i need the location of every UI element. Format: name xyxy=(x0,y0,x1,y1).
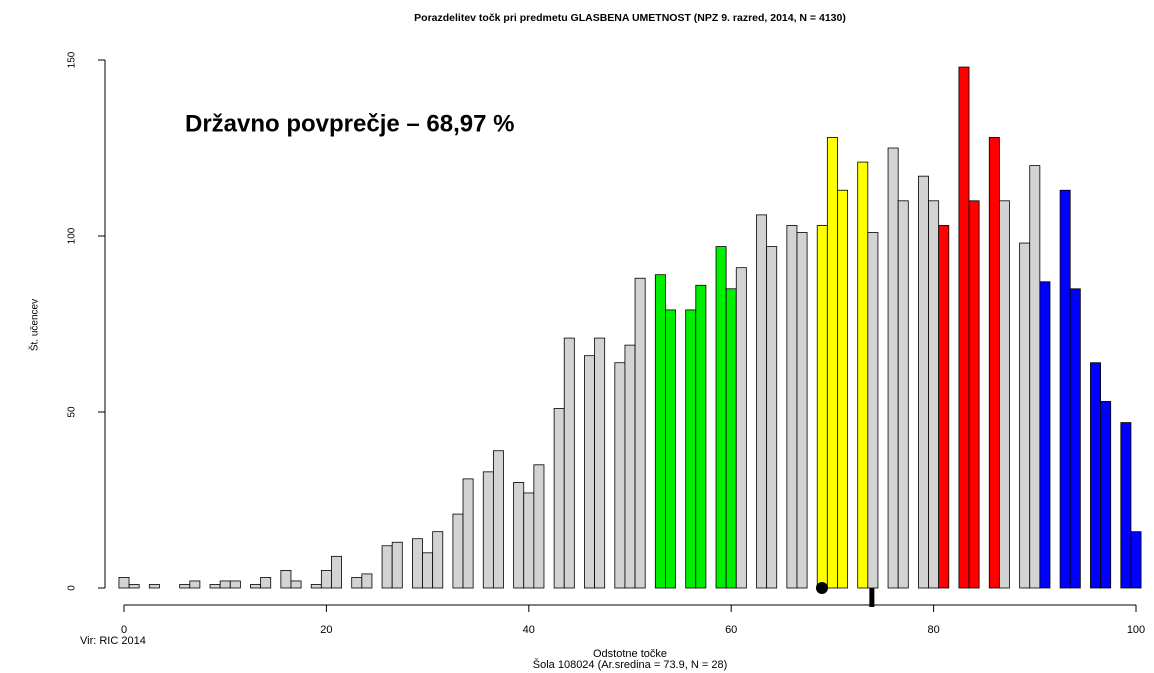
bar xyxy=(422,552,434,589)
x-tick-label: 20 xyxy=(320,624,332,636)
bar xyxy=(229,580,241,589)
bar xyxy=(381,545,393,589)
x-tick-label: 60 xyxy=(725,624,737,636)
bar xyxy=(118,577,130,589)
y-tick-label: 150 xyxy=(67,51,78,68)
bar xyxy=(715,246,727,589)
bar xyxy=(1120,422,1132,589)
bar xyxy=(331,555,342,589)
bar xyxy=(837,189,848,589)
bar xyxy=(189,580,201,589)
bar xyxy=(482,471,494,589)
bar xyxy=(1019,242,1031,589)
bar xyxy=(250,584,262,589)
bar xyxy=(219,580,231,589)
bar xyxy=(938,225,950,589)
bar xyxy=(816,225,828,589)
bar xyxy=(209,584,221,589)
x-tick-label: 0 xyxy=(121,624,127,636)
bar xyxy=(280,570,292,589)
bar xyxy=(351,577,363,589)
bar xyxy=(958,66,970,589)
bar xyxy=(796,232,808,589)
bar xyxy=(897,200,909,589)
bar xyxy=(1029,165,1041,589)
bar xyxy=(513,481,525,589)
chart-title: Porazdelitev točk pri predmetu GLASBENA … xyxy=(414,12,846,24)
bar xyxy=(1130,531,1142,589)
subtitle: Šola 108024 (Ar.sredina = 73.9, N = 28) xyxy=(533,658,727,671)
bar xyxy=(320,570,332,589)
bar xyxy=(1059,189,1071,589)
mean-dot xyxy=(815,582,828,594)
bar xyxy=(492,450,504,589)
bar xyxy=(857,161,869,589)
bar xyxy=(523,492,535,589)
bar xyxy=(988,137,1000,589)
bar xyxy=(584,355,595,589)
bar xyxy=(968,200,980,589)
bar xyxy=(735,267,747,589)
bar xyxy=(1039,281,1051,589)
bar xyxy=(563,337,575,589)
bar xyxy=(412,538,423,589)
bar xyxy=(918,175,929,589)
bar xyxy=(260,577,272,589)
bar xyxy=(290,580,302,589)
bar xyxy=(685,309,697,589)
bar xyxy=(594,337,606,589)
bar xyxy=(998,200,1010,589)
bar xyxy=(452,513,464,589)
y-axis-label: Št. učencev xyxy=(28,299,41,351)
annotation: Državno povprečje – 68,97 % xyxy=(185,110,514,137)
bar xyxy=(826,137,838,589)
y-tick-label: 50 xyxy=(67,406,78,418)
bar xyxy=(756,214,768,589)
bar xyxy=(148,584,160,589)
bar xyxy=(179,584,191,589)
bar xyxy=(634,277,646,589)
bar xyxy=(462,478,474,589)
bar xyxy=(867,232,879,589)
bar xyxy=(391,541,403,589)
bar xyxy=(887,147,899,589)
bar xyxy=(725,288,737,589)
bar xyxy=(614,362,626,589)
x-tick-label: 40 xyxy=(523,624,535,636)
x-tick-label: 100 xyxy=(1127,624,1145,636)
bar xyxy=(1069,288,1081,589)
bar xyxy=(533,464,545,589)
bar xyxy=(553,408,565,589)
bar xyxy=(361,573,373,589)
bar xyxy=(654,274,666,589)
bar xyxy=(1090,362,1101,589)
bar xyxy=(766,246,778,589)
bar xyxy=(128,584,140,589)
y-tick-label: 0 xyxy=(67,585,78,591)
bar xyxy=(310,584,322,589)
bar xyxy=(665,309,676,589)
bar xyxy=(786,225,798,589)
bar xyxy=(432,531,444,589)
source: Vir: RIC 2014 xyxy=(80,635,146,647)
bar xyxy=(624,344,636,589)
bar xyxy=(695,284,707,589)
bar xyxy=(928,200,940,589)
y-tick-label: 100 xyxy=(67,227,78,244)
x-axis-label: Odstotne točke xyxy=(593,648,667,660)
x-tick-label: 80 xyxy=(927,624,939,636)
bar xyxy=(1100,401,1112,589)
